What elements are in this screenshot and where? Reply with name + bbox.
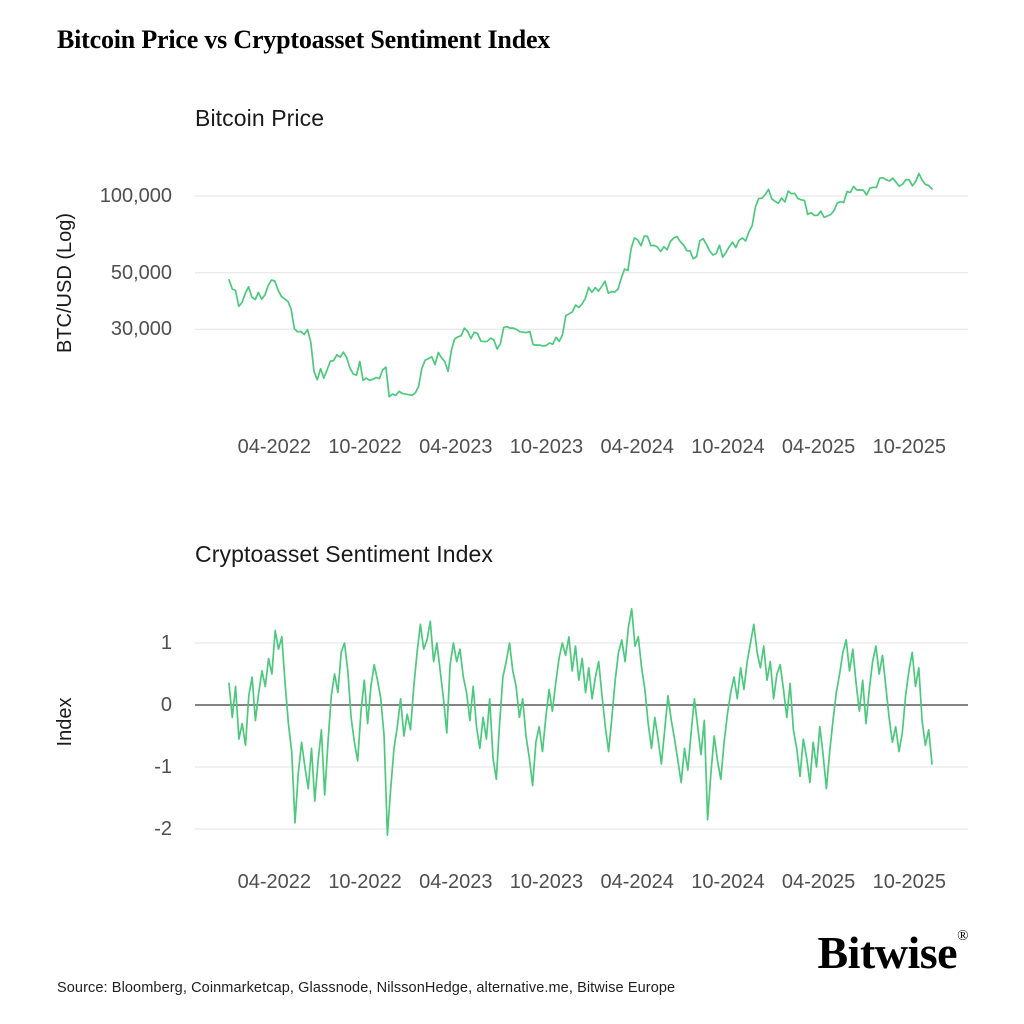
sentiment-index-series-line	[228, 608, 933, 837]
x-tick-label: 04-2023	[419, 871, 493, 893]
x-tick-label: 04-2024	[600, 871, 674, 893]
y-tick-label: 30,000	[110, 318, 172, 341]
y-tick-label: 100,000	[99, 185, 172, 207]
x-tick-label: 04-2025	[781, 871, 856, 893]
registered-mark: ®	[957, 928, 968, 944]
y-tick-label: 50,000	[110, 261, 172, 284]
bitwise-logo: Bitwise®	[817, 926, 968, 979]
x-tick-label: 04-2024	[600, 436, 674, 458]
source-attribution: Source: Bloomberg, Coinmarketcap, Glassn…	[57, 980, 676, 996]
x-tick-label: 10-2025	[872, 871, 946, 893]
x-tick-label: 04-2023	[419, 436, 493, 458]
bitcoin-price-line-chart	[195, 172, 968, 398]
x-tick-label: 04-2022	[237, 871, 312, 893]
bitcoin-price-chart-title: Bitcoin Price	[195, 105, 325, 131]
x-tick-label: 04-2025	[781, 436, 856, 458]
x-tick-label: 10-2023	[509, 871, 584, 893]
x-tick-label: 04-2022	[237, 436, 312, 458]
x-tick-label: 10-2022	[328, 436, 402, 458]
page-title: Bitcoin Price vs Cryptoasset Sentiment I…	[57, 25, 551, 54]
x-tick-label: 10-2022	[328, 871, 402, 893]
bitcoin-price-series-line	[228, 172, 933, 398]
x-tick-label: 10-2023	[509, 436, 584, 458]
y-tick-label: -1	[154, 756, 172, 778]
x-tick-label: 10-2024	[691, 436, 765, 458]
y-tick-label: -2	[154, 818, 172, 840]
sentiment-chart-title: Cryptoasset Sentiment Index	[195, 541, 494, 567]
sentiment-line-chart	[195, 608, 968, 837]
y-tick-label: 0	[160, 694, 172, 716]
x-tick-label: 10-2025	[872, 436, 946, 458]
x-tick-label: 10-2024	[691, 871, 765, 893]
bitwise-logo-text: Bitwise	[817, 927, 958, 978]
y-tick-label: 1	[160, 632, 172, 654]
